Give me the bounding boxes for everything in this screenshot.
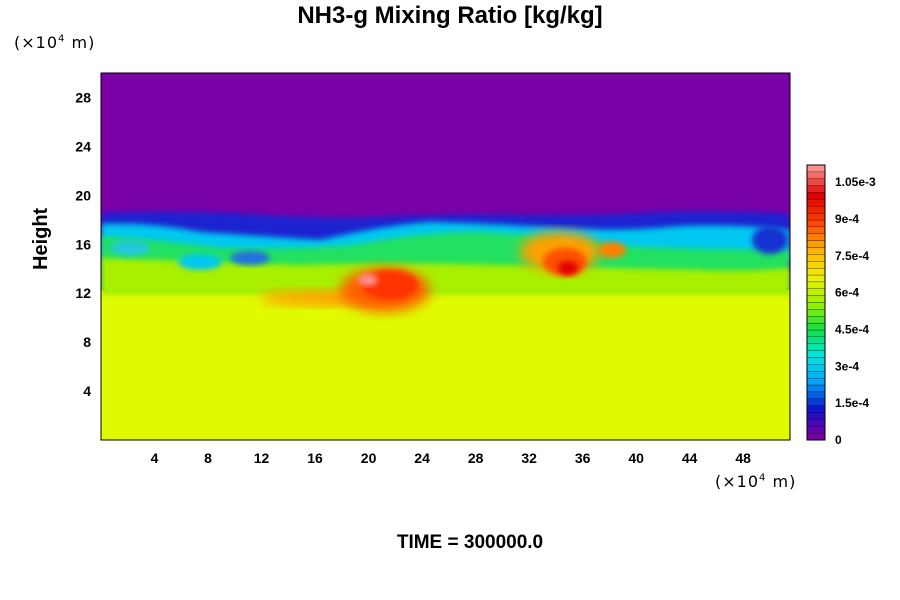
colorbar-step: [806, 377, 826, 386]
colorbar-step: [806, 267, 826, 276]
x-tick-label: 20: [361, 450, 377, 466]
colorbar: [806, 164, 826, 441]
colorbar-ticks: 0 1.5e-4 3e-4 4.5e-4 6e-4 7.5e-4 9e-4 1.05e-3: [835, 175, 876, 447]
colorbar-step: [806, 357, 826, 365]
colorbar-step: [806, 316, 826, 324]
colorbar-step: [806, 192, 826, 200]
colorbar-step: [806, 164, 826, 173]
colorbar-tick-label: 1.5e-4: [835, 396, 869, 410]
colorbar-step: [806, 391, 826, 399]
x-tick-label: 12: [254, 450, 270, 466]
y-tick-label: 28: [75, 89, 91, 105]
colorbar-step: [806, 398, 826, 406]
x-tick-label: 44: [682, 450, 698, 466]
colorbar-step: [806, 350, 826, 358]
x-tick-label: 40: [628, 450, 644, 466]
y-tick-label: 12: [75, 285, 91, 301]
lower-layer-region: [101, 290, 790, 440]
x-tick-label: 32: [521, 450, 537, 466]
y-tick-label: 24: [75, 138, 91, 154]
colorbar-step: [806, 233, 826, 241]
x-tick-label: 24: [414, 450, 430, 466]
y-tick-label: 20: [75, 187, 91, 203]
colorbar-step: [806, 302, 826, 310]
colorbar-step: [806, 371, 826, 379]
colorbar-step: [806, 219, 826, 228]
colorbar-step: [806, 206, 826, 214]
colorbar-step: [806, 432, 826, 441]
colorbar-step: [806, 261, 826, 269]
colorbar-tick-label: 0: [835, 433, 842, 447]
x-ticks: 4 8 12 16 20 24 28 32 36 40 44 48: [151, 450, 752, 466]
colorbar-step: [806, 412, 826, 420]
colorbar-frame: [806, 164, 826, 441]
colorbar-step: [806, 322, 826, 331]
heatmap-field: [101, 73, 790, 440]
plot-frame: [100, 72, 791, 441]
colorbar-step: [806, 336, 826, 344]
colorbar-tick-label: 7.5e-4: [835, 249, 869, 263]
x-tick-label: 28: [468, 450, 484, 466]
x-tick-label: 16: [307, 450, 323, 466]
colorbar-step: [806, 281, 826, 289]
colorbar-step: [806, 384, 826, 393]
colorbar-step: [806, 329, 826, 338]
colorbar-step: [806, 212, 826, 221]
colorbar-step: [806, 343, 826, 351]
y-tick-label: 8: [83, 334, 91, 350]
colorbar-step: [806, 426, 826, 434]
colorbar-tick-label: 4.5e-4: [835, 323, 869, 337]
y-tick-label: 4: [83, 383, 91, 399]
colorbar-step: [806, 364, 826, 372]
colorbar-step: [806, 419, 826, 427]
x-tick-label: 4: [151, 450, 159, 466]
colorbar-step: [806, 185, 826, 193]
colorbar-tick-label: 9e-4: [835, 212, 859, 226]
x-tick-label: 48: [735, 450, 751, 466]
y-axis-unit: (×104 m): [14, 33, 96, 52]
x-tick-label: 36: [575, 450, 591, 466]
chart-title: NH3-g Mixing Ratio [kg/kg]: [297, 2, 603, 29]
colorbar-step: [806, 171, 826, 179]
colorbar-tick-label: 6e-4: [835, 286, 859, 300]
colorbar-step: [806, 247, 826, 255]
colorbar-step: [806, 254, 826, 262]
colorbar-step: [806, 199, 826, 207]
time-label: TIME = 300000.0: [396, 532, 544, 553]
x-axis-unit: (×104 m): [715, 472, 797, 491]
y-ticks: 4 8 12 16 20 24 28: [75, 89, 91, 399]
colorbar-step: [806, 295, 826, 303]
y-tick-label: 16: [75, 236, 91, 252]
colorbar-step: [806, 288, 826, 296]
colorbar-step: [806, 274, 826, 283]
transition-band: [101, 258, 790, 295]
x-tick-label: 8: [204, 450, 212, 466]
colorbar-tick-label: 3e-4: [835, 359, 859, 373]
colorbar-step: [806, 405, 826, 413]
colorbar-step: [806, 309, 826, 317]
colorbar-tick-label: 1.05e-3: [835, 175, 876, 189]
colorbar-step: [806, 226, 826, 234]
colorbar-step: [806, 178, 826, 186]
colorbar-step: [806, 240, 826, 248]
